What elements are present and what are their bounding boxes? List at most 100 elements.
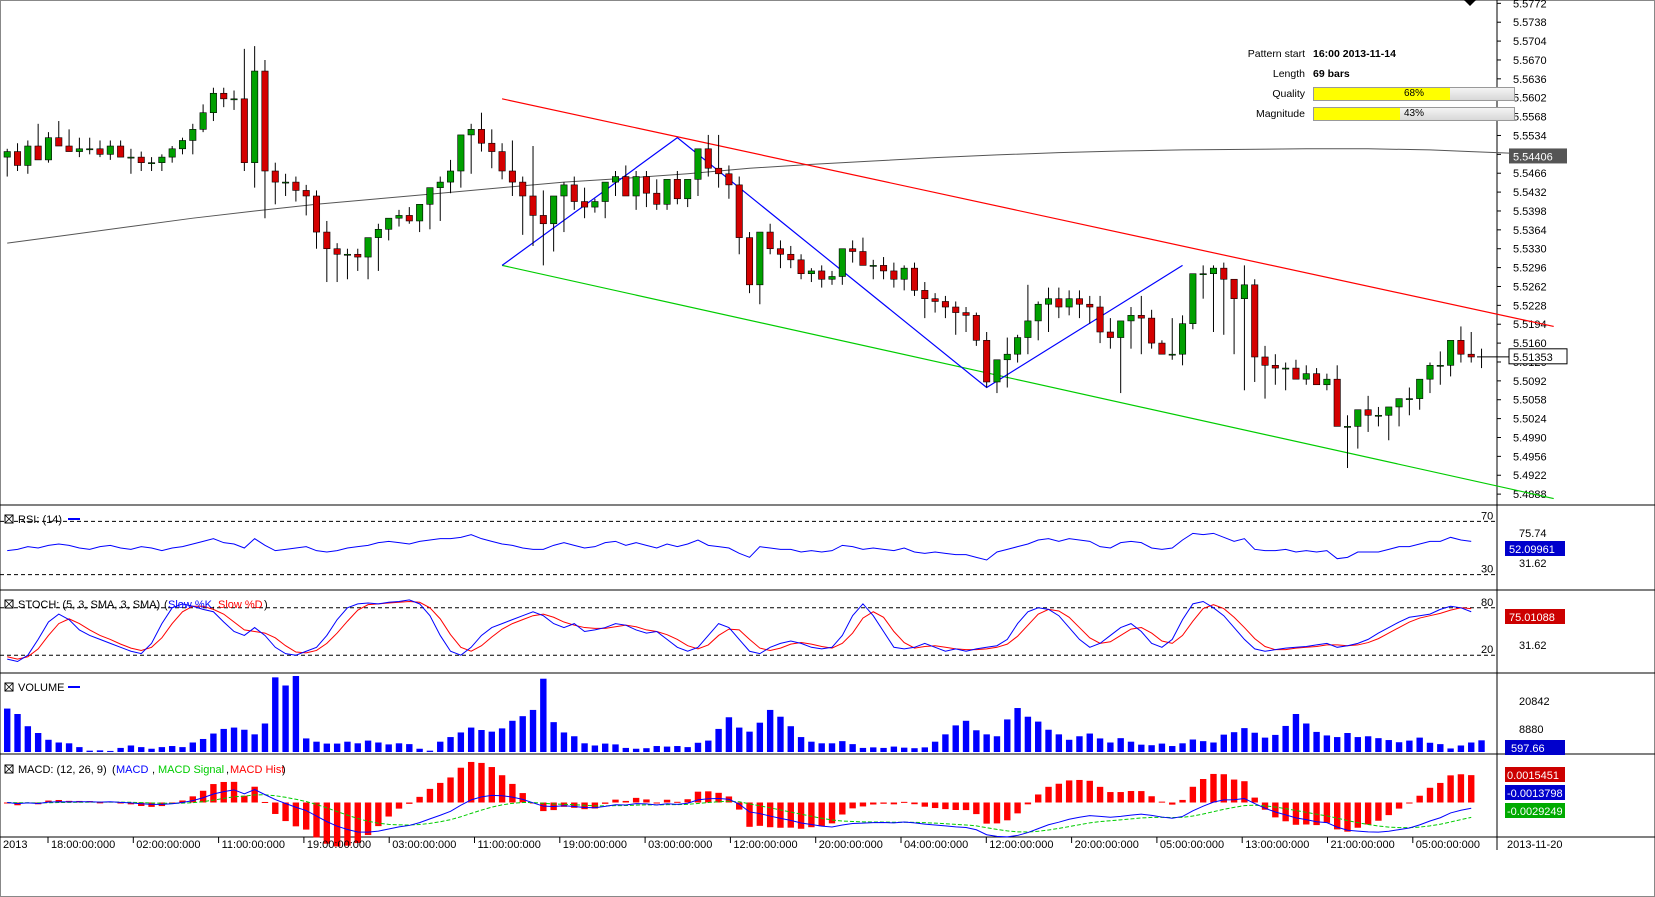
volume-bar (1303, 723, 1310, 752)
candle-body (436, 181, 444, 188)
volume-bar (1096, 738, 1104, 752)
candle-body (849, 248, 857, 252)
macd-hist-bar (684, 799, 691, 803)
candle-body (65, 145, 73, 152)
y-tick-label: 5.5398 (1513, 206, 1547, 218)
candle-body (498, 151, 506, 172)
candle-body (776, 248, 784, 255)
candle-body (1189, 273, 1197, 324)
candle-body (178, 140, 186, 150)
volume-bar (1272, 734, 1279, 752)
volume-bar (168, 746, 176, 752)
volume-bar (911, 748, 918, 752)
macd-hist-bar (488, 767, 495, 803)
volume-bar (488, 731, 495, 752)
x-tick-label: 20:00:00:000 (819, 839, 883, 851)
volume-bar (65, 743, 73, 752)
candle-body (426, 187, 434, 205)
macd-hist-bar (777, 802, 784, 828)
volume-bar (457, 732, 465, 752)
stoch-title: STOCH: (5, 3, SMA, 3, SMA) (18, 599, 160, 611)
volume-bar (942, 734, 949, 752)
macd-hist-bar (674, 801, 681, 803)
macd-legend-macd: MACD (116, 764, 148, 776)
volume-bar (777, 716, 784, 752)
macd-hist-bar (736, 802, 743, 810)
candle-body (127, 156, 135, 159)
x-tick-label: 19:00:00:000 (307, 839, 371, 851)
volume-bar (24, 726, 32, 752)
candle-body (44, 137, 52, 161)
candle-body (302, 190, 310, 197)
candle-body (828, 276, 836, 280)
volume-title: VOLUME (18, 682, 64, 694)
volume-bar (426, 750, 434, 752)
candle-body (725, 173, 733, 186)
volume-bar (921, 747, 928, 752)
candle-body (1179, 323, 1187, 355)
candle-body (1395, 398, 1403, 408)
candle-body (251, 70, 259, 163)
volume-bar (107, 750, 114, 752)
macd-hist-bar (1127, 791, 1135, 803)
macd-hist-bar (1354, 802, 1362, 828)
stoch-value-label: 75.01088 (1509, 612, 1555, 624)
candle-body (1374, 414, 1382, 417)
y-tick-label: 5.5160 (1513, 338, 1547, 350)
resistance-line (501, 98, 1554, 328)
macd-hist-bar (643, 799, 650, 803)
candle-body (55, 137, 63, 147)
macd-hist-bar (1241, 781, 1248, 803)
candle-body (601, 181, 609, 202)
volume-scale-label: 8880 (1519, 724, 1543, 736)
candle-body (1364, 409, 1372, 416)
stoch-level-label: 20 (1481, 644, 1493, 656)
zigzag-line (501, 136, 1183, 389)
volume-bar (1426, 742, 1434, 752)
candle-body (282, 181, 290, 184)
candle-body (405, 215, 413, 222)
macd-hist-bar (571, 802, 578, 808)
macd-hist-bar (1076, 779, 1083, 803)
macd-hist-bar (344, 802, 351, 846)
candle-body (1168, 353, 1176, 356)
candle-body (75, 148, 83, 152)
macd-hist-bar (859, 802, 867, 807)
macd-hist-bar (189, 796, 196, 803)
volume-bar (601, 743, 609, 752)
volume-bar (76, 747, 83, 752)
macd-hist-bar (1447, 775, 1454, 803)
candle-body (591, 201, 599, 208)
pattern-start-label: Pattern start (1247, 48, 1305, 60)
magnitude-label: Magnitude (1255, 108, 1305, 120)
candle-body (1323, 378, 1331, 386)
macd-legend-paren: ) (282, 764, 286, 776)
volume-bar (1210, 742, 1217, 752)
volume-bar (354, 743, 361, 752)
macd-hist-bar (1045, 786, 1052, 803)
macd-hist-bar (1169, 802, 1176, 805)
macd-hist-bar (210, 784, 217, 803)
macd-hist-bar (1395, 802, 1403, 809)
macd-hist-bar (993, 802, 1001, 824)
volume-bar (766, 709, 774, 752)
candle-body (921, 290, 929, 299)
candle-body (560, 184, 568, 197)
macd-hist-bar (1220, 774, 1227, 803)
macd-hist-bar (292, 802, 300, 827)
macd-hist-bar (1096, 786, 1104, 803)
volume-bar (560, 732, 568, 752)
candle-body (1344, 426, 1352, 428)
macd-hist-bar (323, 802, 331, 844)
macd-hist-bar (973, 802, 980, 815)
volume-bar (571, 736, 578, 752)
macd-legend-paren: ( (112, 764, 116, 776)
x-tick-label: 13:00:00:000 (1245, 839, 1309, 851)
candle-body (993, 359, 1001, 383)
volume-bar (1024, 716, 1032, 752)
macd-hist-bar (467, 761, 475, 803)
macd-title: MACD: (12, 26, 9) (18, 764, 107, 776)
volume-bar (952, 725, 959, 752)
rsi-level-label: 70 (1481, 510, 1493, 522)
candle-body (106, 145, 114, 155)
